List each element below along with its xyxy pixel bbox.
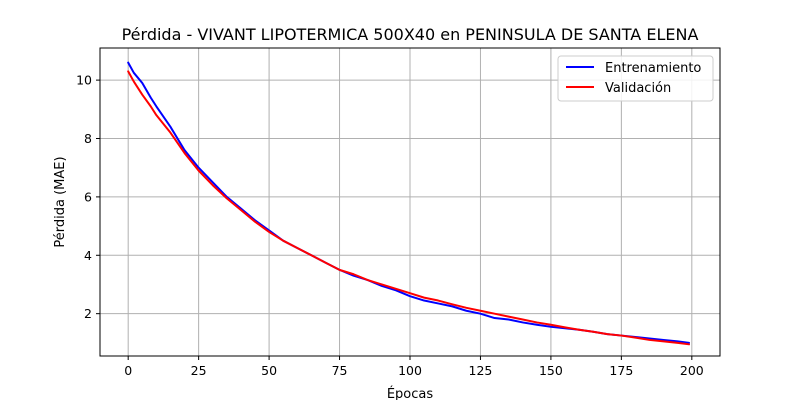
legend-label-validacion: Validación	[605, 81, 671, 96]
x-tick-label: 0	[124, 363, 132, 378]
x-tick-label: 100	[398, 363, 422, 378]
x-tick-label: 150	[539, 363, 563, 378]
y-tick-label: 10	[76, 73, 92, 88]
legend-box	[557, 55, 714, 102]
series-lines	[127, 61, 690, 346]
x-tick-label: 50	[261, 363, 277, 378]
legend-label-entrenamiento: Entrenamiento	[605, 61, 701, 76]
series-line-entrenamiento	[127, 61, 690, 344]
y-tick-label: 8	[84, 131, 92, 146]
series-line-validacion	[127, 70, 690, 346]
x-tick-label: 75	[332, 363, 348, 378]
x-axis-label: Épocas	[387, 386, 434, 400]
x-tick-label: 200	[680, 363, 704, 378]
y-tick-label: 4	[84, 248, 92, 263]
axis-ticks: 0 25 50 75 100 125 150 175 200 2 4 6 8 10	[76, 73, 704, 378]
x-tick-label: 25	[191, 363, 207, 378]
chart-title: Pérdida - VIVANT LIPOTERMICA 500X40 en P…	[122, 25, 699, 44]
y-tick-label: 6	[84, 189, 92, 204]
y-axis-label: Pérdida (MAE)	[53, 156, 68, 247]
legend: Entrenamiento Validación	[557, 55, 714, 102]
y-tick-label: 2	[84, 306, 92, 321]
x-tick-label: 175	[609, 363, 633, 378]
x-tick-label: 125	[469, 363, 493, 378]
